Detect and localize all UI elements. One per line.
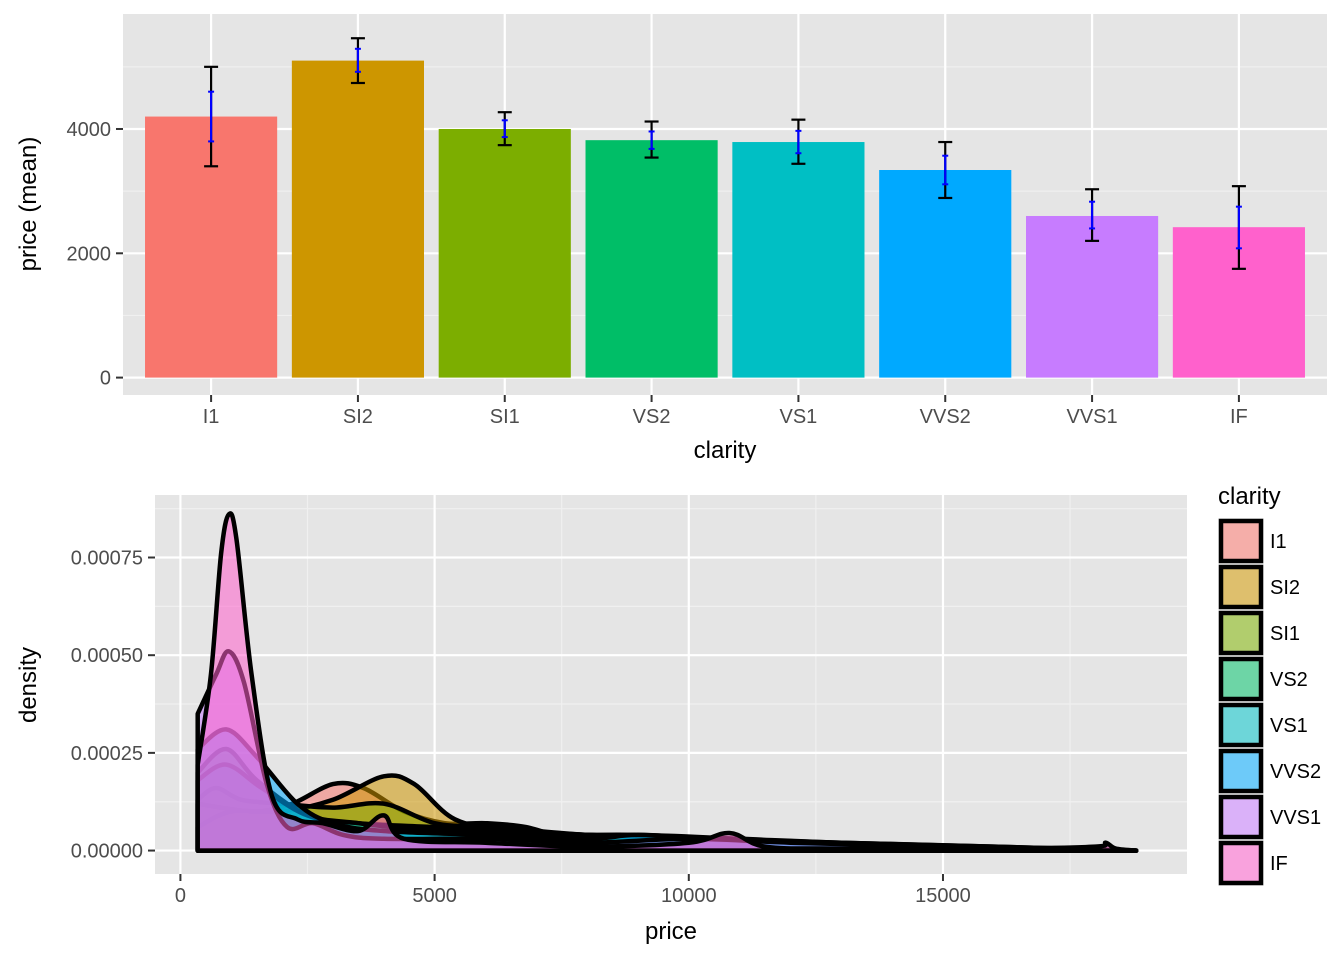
density-chart-x-axis-title: price [645,918,697,945]
bar-chart-y-axis: 0 2000 4000 [67,119,123,390]
legend-item-vs2: VS2 [1218,656,1308,702]
bar-chart-x-tick-label: VVS1 [1066,406,1117,428]
density-chart-legend: clarity I1 SI2 SI1 VS2 VS1 VVS2 VVS1 IF [1218,483,1321,886]
legend-label: VS1 [1270,715,1308,737]
legend-key-swatch [1218,794,1264,840]
error-bar-i1 [204,65,219,168]
error-bar-vs1 [791,118,806,165]
density-chart-x-tick-label: 0 [175,885,186,907]
bar-chart-x-axis: I1 SI2 SI1 VS2 VS1 VVS2 VVS1 IF [203,395,1248,428]
bar-vvs1 [1026,215,1159,378]
legend-label: VS2 [1270,669,1308,691]
bar-chart-y-tick-label: 4000 [67,119,112,141]
legend-label: IF [1270,853,1288,875]
legend-title: clarity [1218,483,1281,510]
legend-item-vs1: VS1 [1218,702,1308,748]
legend-label: I1 [1270,531,1287,553]
density-area-if [195,511,1139,853]
legend-label: SI1 [1270,623,1300,645]
error-bar-if [1231,185,1246,270]
bar-si1 [438,128,571,378]
bar-chart-error-bars [204,37,1246,270]
density-chart-y-tick-label: 0.00000 [71,841,143,863]
bar-chart-x-tick-label: I1 [203,406,220,428]
legend-key-swatch [1218,748,1264,794]
legend-key-swatch [1218,564,1264,610]
density-chart-y-tick-label: 0.00075 [71,548,143,570]
legend-item-i1: I1 [1218,518,1287,564]
density-chart-x-tick-label: 10000 [661,885,717,907]
bar-chart-x-tick-label: SI2 [343,406,373,428]
error-bar-vvs2 [938,140,953,200]
bar-vs2 [585,140,718,378]
legend-label: VVS1 [1270,807,1321,829]
bar-chart-x-tick-label: VVS2 [920,406,971,428]
bar-chart-x-tick-label: IF [1230,406,1248,428]
legend-key-swatch [1218,702,1264,748]
legend-label: VVS2 [1270,761,1321,783]
error-bar-vvs1 [1085,188,1100,242]
error-bar-si2 [350,37,365,85]
bar-chart-y-tick-label: 2000 [67,243,112,265]
density-chart-x-tick-label: 15000 [915,885,971,907]
density-chart-x-axis: 0 5000 10000 15000 [175,874,971,907]
legend-key-swatch [1218,610,1264,656]
density-chart-y-axis: 0.00000 0.00025 0.00050 0.00075 [71,548,155,863]
bar-chart-x-tick-label: VS2 [633,406,671,428]
legend-item-si1: SI1 [1218,610,1300,656]
bar-chart-bars [145,60,1305,378]
density-chart-y-axis-title: density [15,647,42,723]
bar-chart: 0 2000 4000 I1 SI2 SI1 VS2 VS1 VVS2 VVS1 IF clari… [15,14,1327,464]
bar-chart-y-axis-title: price (mean) [15,137,42,272]
bar-vs1 [732,142,865,378]
bar-chart-y-tick-label: 0 [100,368,111,390]
bar-vvs2 [879,170,1012,378]
legend-label: SI2 [1270,577,1300,599]
density-chart-areas [195,511,1139,853]
legend-key-swatch [1218,656,1264,702]
error-bar-si1 [497,111,512,147]
density-chart-y-tick-label: 0.00025 [71,743,143,765]
legend-key-swatch [1218,840,1264,886]
bar-chart-x-axis-title: clarity [694,437,757,464]
bar-si2 [291,60,424,378]
legend-key-swatch [1218,518,1264,564]
legend-item-if: IF [1218,840,1288,886]
legend-item-vvs2: VVS2 [1218,748,1321,794]
legend-item-si2: SI2 [1218,564,1300,610]
density-chart: 0.00000 0.00025 0.00050 0.00075 0 5000 10000 1… [15,483,1321,945]
density-chart-x-tick-label: 5000 [412,885,457,907]
legend-item-vvs1: VVS1 [1218,794,1321,840]
density-chart-y-tick-label: 0.00050 [71,645,143,667]
error-bar-vs2 [644,120,659,159]
bar-chart-x-tick-label: VS1 [780,406,818,428]
bar-chart-x-tick-label: SI1 [490,406,520,428]
